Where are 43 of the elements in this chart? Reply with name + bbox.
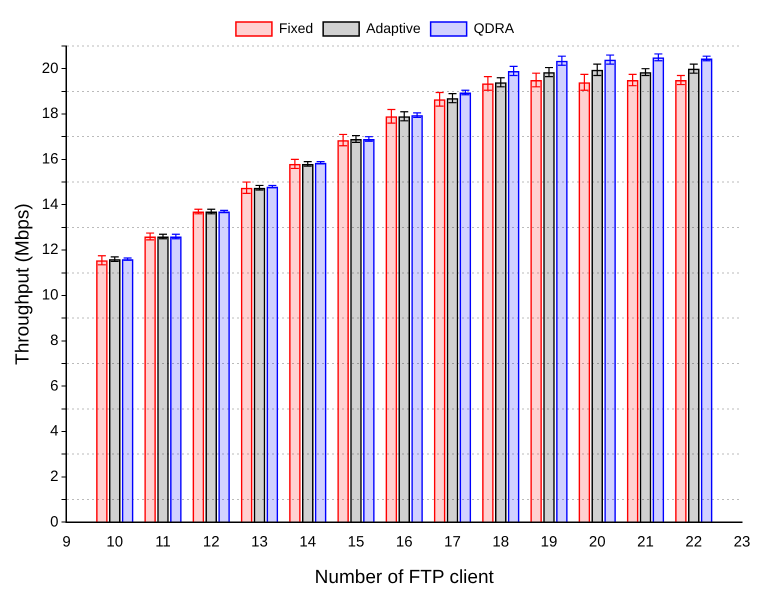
x-tick-label: 14 <box>299 533 316 550</box>
y-tick-label: 6 <box>50 377 58 394</box>
y-axis-title: Throughput (Mbps) <box>12 203 34 365</box>
bar <box>314 162 326 522</box>
x-axis-title: Number of FTP client <box>314 566 495 588</box>
x-tick-label: 11 <box>155 533 171 550</box>
bar <box>363 138 375 522</box>
bar <box>122 259 134 522</box>
x-tick-label: 23 <box>734 533 750 550</box>
x-tick-label: 12 <box>202 533 220 550</box>
x-tick-label: 21 <box>637 533 654 550</box>
y-tick-label: 8 <box>50 332 58 349</box>
x-tick-label: 13 <box>251 533 268 550</box>
x-tick-label: 10 <box>106 533 124 550</box>
legend-label: Adaptive <box>366 20 421 36</box>
y-tick-label: 10 <box>42 286 58 304</box>
x-tick-label: 17 <box>444 533 461 550</box>
legend-label: Fixed <box>278 20 314 36</box>
bar <box>192 212 204 522</box>
y-tick-label: 0 <box>50 513 58 530</box>
bar <box>652 57 664 522</box>
y-tick-label: 16 <box>42 150 58 168</box>
x-tick-label: 9 <box>62 533 71 550</box>
x-tick-label: 22 <box>685 533 702 550</box>
bar <box>411 115 423 522</box>
bar <box>170 236 182 522</box>
bar <box>266 186 278 522</box>
bar <box>218 212 230 522</box>
x-tick-label: 16 <box>396 533 413 550</box>
bar <box>700 58 712 522</box>
y-tick-label: 4 <box>50 422 58 440</box>
bar <box>460 92 472 522</box>
bar <box>144 236 156 522</box>
y-tick-label: 14 <box>42 196 58 213</box>
x-tick-label: 15 <box>348 533 364 550</box>
y-tick-label: 20 <box>42 60 58 77</box>
y-tick-label: 18 <box>42 105 58 122</box>
y-tick-label: 2 <box>50 468 58 485</box>
y-tick-label: 12 <box>42 241 58 258</box>
x-tick-label: 19 <box>540 533 558 550</box>
x-tick-label: 18 <box>492 533 510 550</box>
legend-label: QDRA <box>474 20 515 36</box>
x-tick-label: 20 <box>588 533 606 550</box>
